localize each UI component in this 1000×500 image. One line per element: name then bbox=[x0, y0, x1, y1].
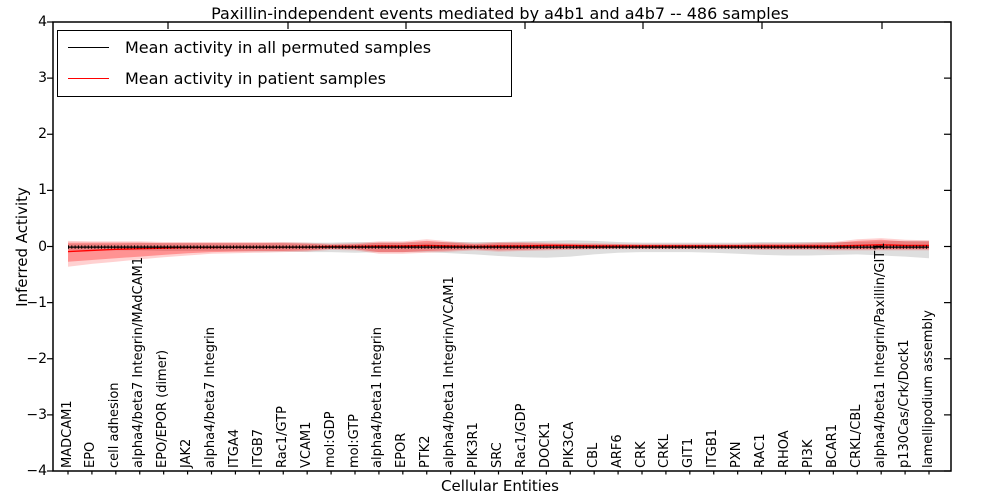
y-tick-label: 3 bbox=[38, 70, 47, 87]
x-tick-label: lamellipodium assembly bbox=[920, 310, 936, 468]
x-tick-label: SRC bbox=[490, 442, 505, 468]
x-tick-label: ITGB1 bbox=[705, 428, 721, 468]
x-tick-label: PI3K bbox=[800, 439, 816, 468]
x-tick-label: alpha4/beta7 Integrin bbox=[203, 326, 218, 468]
y-tick-label: −4 bbox=[26, 463, 47, 479]
x-tick-label: ARF6 bbox=[609, 434, 625, 468]
y-tick-label: 0 bbox=[38, 238, 47, 255]
x-tick-label: MADCAM1 bbox=[59, 400, 75, 468]
x-tick-label: CRKL bbox=[657, 434, 673, 468]
x-tick-label: alpha4/beta1 Integrin/Paxillin/GIT1 bbox=[872, 242, 888, 468]
x-tick-label: PXN bbox=[729, 441, 745, 468]
x-tick-label: CRK bbox=[633, 441, 649, 468]
x-tick-label: EPOR bbox=[394, 432, 410, 468]
x-tick-label: alpha4/beta1 Integrin bbox=[370, 326, 386, 468]
legend-item-permuted: Mean activity in all permuted samples bbox=[58, 33, 511, 62]
y-tick-label: 2 bbox=[38, 126, 47, 143]
y-tick-label: −1 bbox=[26, 294, 47, 311]
x-tick-label: PIK3R1 bbox=[466, 422, 482, 468]
x-tick-label: EPO/EPOR (dimer) bbox=[155, 349, 171, 468]
legend: Mean activity in all permuted samples Me… bbox=[57, 30, 512, 97]
x-tick-label: alpha4/beta1 Integrin/VCAM1 bbox=[442, 276, 458, 468]
x-tick-label: EPO bbox=[83, 441, 99, 468]
y-tick-label: 1 bbox=[38, 182, 47, 199]
x-tick-label: ITGB7 bbox=[250, 428, 266, 468]
x-axis-label: Cellular Entities bbox=[441, 477, 559, 495]
patient-line-swatch bbox=[68, 78, 109, 79]
confidence-bands bbox=[68, 238, 929, 267]
x-tick-label: p130Cas/Crk/Dock1 bbox=[896, 339, 912, 468]
x-tick-label: Rac1/GTP bbox=[274, 406, 290, 468]
legend-label-permuted: Mean activity in all permuted samples bbox=[125, 38, 432, 57]
legend-label-patient: Mean activity in patient samples bbox=[125, 69, 386, 88]
x-tick-label: cell adhesion bbox=[107, 382, 123, 468]
x-tick-label: JAK2 bbox=[179, 438, 195, 468]
permuted-samples-range bbox=[68, 240, 929, 259]
x-tick-label: PTK2 bbox=[418, 435, 434, 468]
x-tick-label: DOCK1 bbox=[537, 421, 553, 468]
x-tick-label: mol:GDP bbox=[322, 411, 338, 468]
x-tick-label: CBL bbox=[585, 442, 601, 468]
x-tick-label: ITGA4 bbox=[226, 428, 242, 468]
x-tick-label: RAC1 bbox=[753, 433, 769, 468]
x-tick-label: CRKL/CBL bbox=[848, 404, 864, 469]
y-tick-label: −3 bbox=[26, 406, 47, 423]
x-tick-label: GIT1 bbox=[681, 437, 697, 468]
y-tick-label: −2 bbox=[26, 350, 47, 367]
y-tick-label: 4 bbox=[38, 14, 47, 30]
legend-item-patient: Mean activity in patient samples bbox=[58, 64, 511, 93]
x-tick-label: VCAM1 bbox=[298, 421, 314, 468]
permuted-line-swatch bbox=[68, 47, 109, 48]
chart-title: Paxillin-independent events mediated by … bbox=[211, 4, 789, 23]
x-tick-label: PIK3CA bbox=[561, 421, 577, 468]
axis-ticks bbox=[47, 21, 951, 475]
mean-lines bbox=[67, 244, 929, 253]
x-tick-label: alpha4/beta7 Integrin/MAdCAM1 bbox=[131, 257, 147, 468]
x-tick-label: mol:GTP bbox=[346, 414, 362, 468]
x-tick-label: RHOA bbox=[777, 430, 792, 468]
x-tick-label: Rac1/GDP bbox=[513, 403, 529, 468]
x-tick-label: BCAR1 bbox=[824, 424, 840, 468]
